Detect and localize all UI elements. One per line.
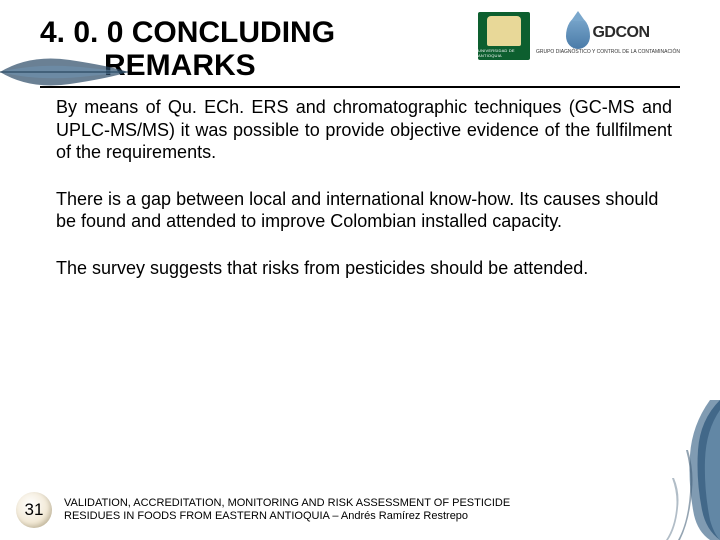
footer-line-1: VALIDATION, ACCREDITATION, MONITORING AN… — [64, 497, 510, 510]
slide: 4. 0. 0 CONCLUDING REMARKS UNIVERSIDAD D… — [0, 0, 720, 540]
footer: 31 VALIDATION, ACCREDITATION, MONITORING… — [16, 492, 704, 528]
university-logo: UNIVERSIDAD DE ANTIOQUIA — [478, 12, 530, 60]
slide-title: 4. 0. 0 CONCLUDING REMARKS — [40, 12, 468, 82]
footer-line-2: RESIDUES IN FOODS FROM EASTERN ANTIOQUIA… — [64, 510, 510, 523]
gdcon-subtitle: GRUPO DIAGNÓSTICO Y CONTROL DE LA CONTAM… — [536, 50, 680, 55]
gdcon-logo-main: GDCON — [566, 17, 649, 49]
gdcon-logo: GDCON GRUPO DIAGNÓSTICO Y CONTROL DE LA … — [536, 17, 680, 55]
page-number-badge: 31 — [16, 492, 52, 528]
content-area: By means of Qu. ECh. ERS and chromatogra… — [56, 96, 672, 303]
title-line-2: REMARKS — [40, 49, 468, 82]
logo-group: UNIVERSIDAD DE ANTIOQUIA GDCON GRUPO DIA… — [478, 12, 680, 60]
paragraph-1: By means of Qu. ECh. ERS and chromatogra… — [56, 96, 672, 164]
title-line-1: 4. 0. 0 CONCLUDING — [40, 16, 468, 49]
gdcon-name: GDCON — [592, 24, 649, 42]
header: 4. 0. 0 CONCLUDING REMARKS UNIVERSIDAD D… — [40, 12, 680, 82]
page-number: 31 — [25, 500, 44, 520]
university-emblem-icon — [487, 16, 521, 46]
paragraph-2: There is a gap between local and interna… — [56, 188, 672, 233]
water-drop-icon — [566, 17, 590, 49]
paragraph-3: The survey suggests that risks from pest… — [56, 257, 672, 280]
footer-text: VALIDATION, ACCREDITATION, MONITORING AN… — [64, 497, 510, 523]
university-name: UNIVERSIDAD DE ANTIOQUIA — [478, 48, 530, 58]
title-underline — [40, 86, 680, 88]
